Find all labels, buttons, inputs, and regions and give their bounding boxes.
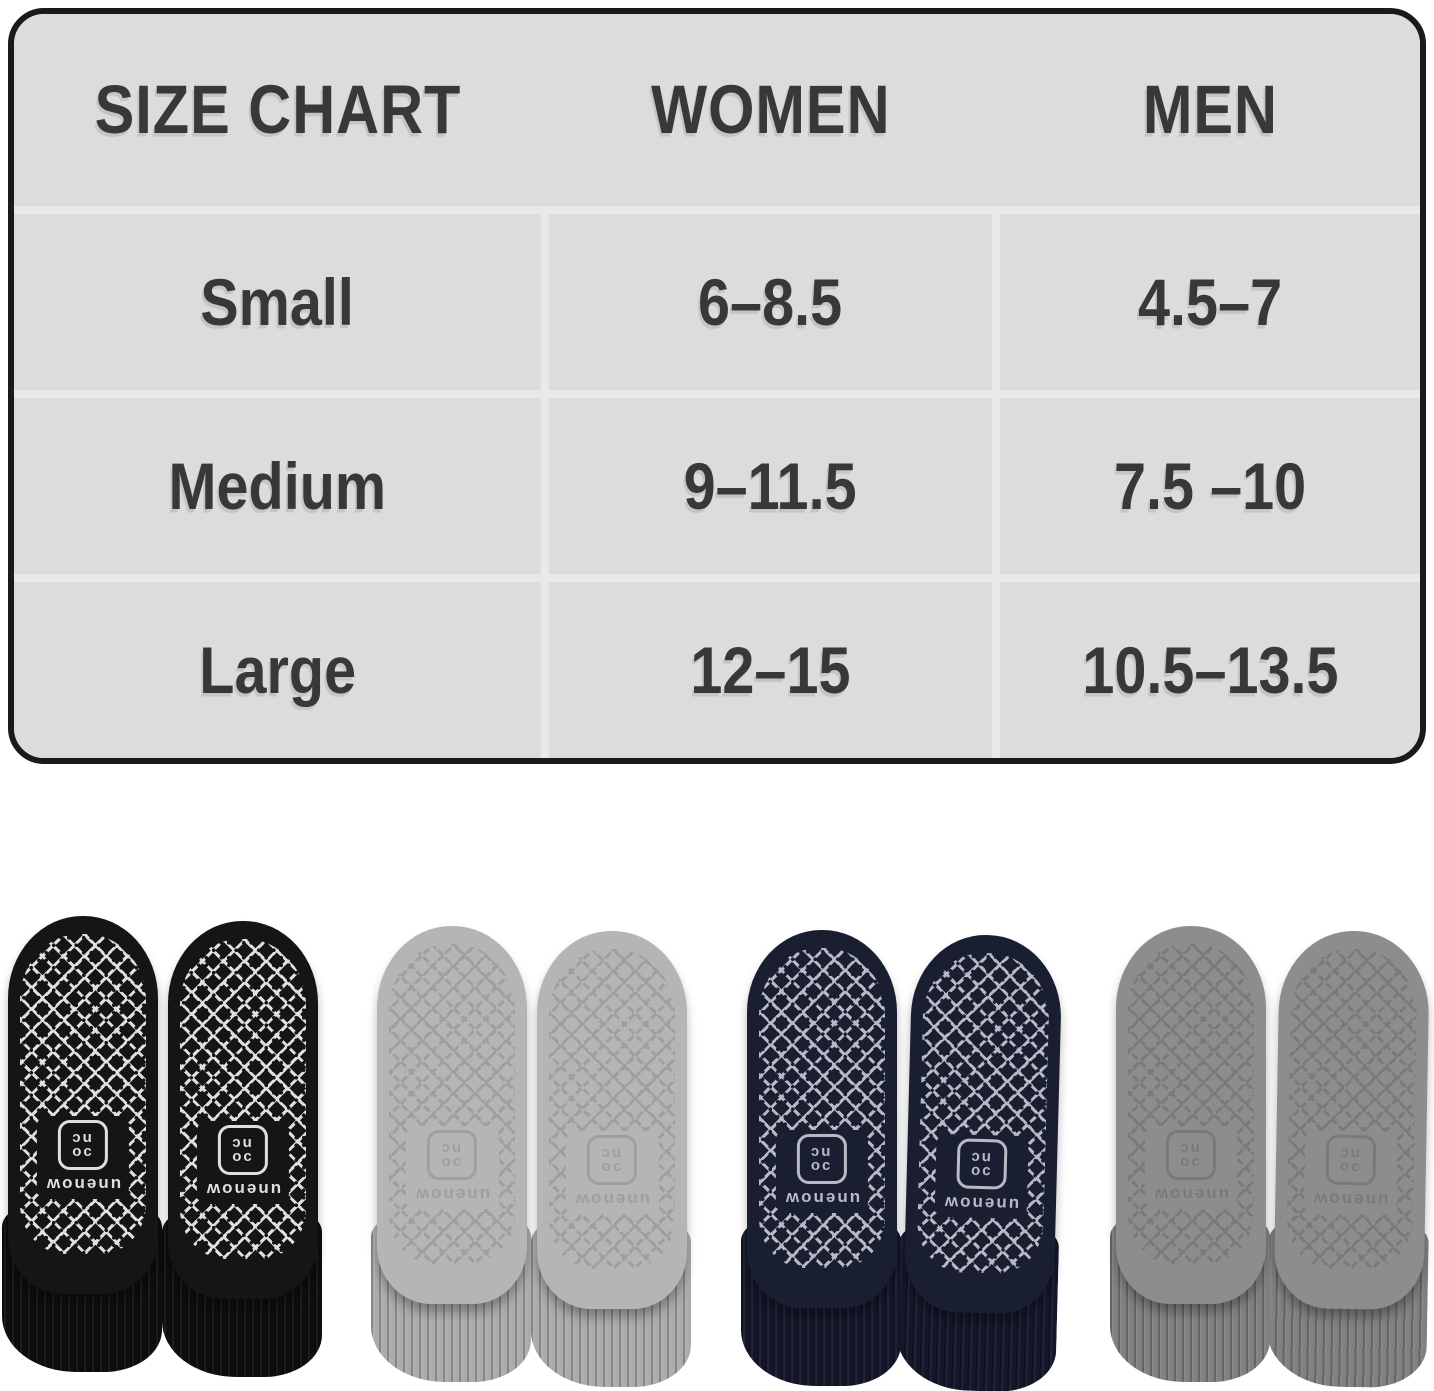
- sock-image-black-left: ɔu oc unenow: [2, 916, 162, 1376]
- large-label: Large: [199, 633, 356, 707]
- sock-image-navy-right: ɔu oc unenow: [894, 933, 1063, 1391]
- brand-logo-icon: ɔu oc: [218, 1125, 268, 1175]
- small-men-value: 4.5–7: [1137, 265, 1283, 339]
- brand-name: unenow: [574, 1190, 651, 1209]
- cell-small-women: 6–8.5: [549, 214, 992, 390]
- cell-medium-women: 9–11.5: [549, 398, 992, 574]
- brand-name: unenow: [414, 1185, 491, 1204]
- header-men: MEN: [1000, 14, 1420, 206]
- brand-logo: ɔu oc unenow: [196, 1121, 290, 1204]
- large-women-value: 12–15: [690, 633, 851, 707]
- medium-women-value: 9–11.5: [683, 449, 858, 523]
- sock-sole: ɔu oc unenow: [1115, 926, 1266, 1304]
- logo-glyph-top: ɔu: [441, 1138, 464, 1156]
- sock-sole: ɔu oc unenow: [537, 931, 688, 1309]
- brand-logo-icon: ɔu oc: [58, 1120, 108, 1170]
- medium-label: Medium: [168, 449, 387, 523]
- logo-glyph-bottom: oc: [232, 1148, 254, 1165]
- logo-glyph-top: ɔu: [232, 1133, 254, 1151]
- brand-logo: ɔu oc unenow: [36, 1116, 130, 1199]
- brand-name: unenow: [44, 1175, 122, 1194]
- logo-glyph-bottom: oc: [970, 1161, 993, 1180]
- size-row-large: Large 12–15 10.5–13.5: [14, 582, 1420, 758]
- brand-logo-icon: ɔu oc: [796, 1134, 847, 1184]
- sock-pair-light-gray: ɔu oc unenow ɔu oc unenow: [371, 926, 692, 1391]
- sock-pair-dark-gray: ɔu oc unenow ɔu oc unenow: [1109, 926, 1430, 1391]
- brand-logo-icon: ɔu oc: [427, 1130, 478, 1180]
- cell-small-size: Small: [14, 214, 541, 390]
- logo-glyph-bottom: oc: [601, 1158, 624, 1175]
- sock-sole: ɔu oc unenow: [746, 930, 897, 1308]
- product-photos: ɔu oc unenow ɔu oc unenow: [0, 916, 1434, 1391]
- logo-glyph-bottom: oc: [810, 1157, 833, 1174]
- logo-glyph-top: ɔu: [810, 1142, 833, 1160]
- brand-name: unenow: [1152, 1185, 1230, 1204]
- sock-sole: ɔu oc unenow: [1273, 929, 1430, 1311]
- brand-logo-icon: ɔu oc: [587, 1135, 638, 1185]
- logo-glyph-bottom: oc: [441, 1153, 464, 1170]
- brand-name: unenow: [204, 1180, 282, 1199]
- cell-large-men: 10.5–13.5: [1000, 582, 1420, 758]
- sock-image-navy-left: ɔu oc unenow: [740, 930, 901, 1390]
- logo-glyph-top: ɔu: [601, 1143, 624, 1161]
- sock-sole: ɔu oc unenow: [902, 933, 1063, 1315]
- size-row-medium: Medium 9–11.5 7.5 –10: [14, 398, 1420, 574]
- logo-glyph-bottom: oc: [72, 1143, 94, 1160]
- brand-logo: ɔu oc unenow: [406, 1126, 499, 1209]
- logo-glyph-bottom: oc: [1180, 1153, 1202, 1170]
- header-women: WOMEN: [549, 14, 992, 206]
- sock-pair-navy: ɔu oc unenow ɔu oc unenow: [740, 930, 1063, 1391]
- brand-logo-icon: ɔu oc: [1165, 1130, 1216, 1180]
- sock-image-dark-gray-left: ɔu oc unenow: [1109, 926, 1270, 1386]
- sock-sole: ɔu oc unenow: [168, 921, 318, 1299]
- logo-glyph-bottom: oc: [1339, 1157, 1362, 1176]
- sock-image-dark-gray-right: ɔu oc unenow: [1266, 929, 1430, 1391]
- brand-name: unenow: [942, 1192, 1019, 1214]
- brand-logo: ɔu oc unenow: [1303, 1130, 1398, 1215]
- cell-large-women: 12–15: [549, 582, 992, 758]
- sock-sole: ɔu oc unenow: [8, 916, 158, 1294]
- size-chart-header-row: SIZE CHART WOMEN MEN: [14, 14, 1420, 206]
- cell-medium-men: 7.5 –10: [1000, 398, 1420, 574]
- small-label: Small: [200, 265, 355, 339]
- size-row-small: Small 6–8.5 4.5–7: [14, 214, 1420, 390]
- medium-men-value: 7.5 –10: [1113, 449, 1307, 523]
- brand-logo-icon: ɔu oc: [1325, 1134, 1377, 1186]
- sock-image-light-gray-right: ɔu oc unenow: [531, 931, 692, 1391]
- logo-glyph-top: ɔu: [72, 1128, 94, 1146]
- logo-glyph-top: ɔu: [1180, 1138, 1202, 1156]
- brand-logo-icon: ɔu oc: [956, 1138, 1008, 1190]
- header-women-label: WOMEN: [650, 72, 891, 148]
- brand-logo: ɔu oc unenow: [775, 1130, 868, 1213]
- cell-medium-size: Medium: [14, 398, 541, 574]
- sock-image-black-right: ɔu oc unenow: [162, 921, 322, 1381]
- size-chart-table: SIZE CHART WOMEN MEN Small 6–8.5 4.5–7 M…: [8, 8, 1426, 764]
- header-size-chart: SIZE CHART: [14, 14, 541, 206]
- brand-logo: ɔu oc unenow: [1144, 1126, 1238, 1209]
- cell-small-men: 4.5–7: [1000, 214, 1420, 390]
- brand-name: unenow: [1312, 1189, 1389, 1210]
- cell-large-size: Large: [14, 582, 541, 758]
- brand-name: unenow: [783, 1189, 860, 1208]
- header-size-chart-label: SIZE CHART: [94, 72, 461, 148]
- sock-sole: ɔu oc unenow: [377, 926, 528, 1304]
- header-men-label: MEN: [1142, 72, 1278, 148]
- brand-logo: ɔu oc unenow: [934, 1133, 1029, 1220]
- small-women-value: 6–8.5: [698, 265, 843, 339]
- brand-logo: ɔu oc unenow: [566, 1131, 659, 1214]
- sock-pair-black: ɔu oc unenow ɔu oc unenow: [2, 916, 322, 1391]
- sock-image-light-gray-left: ɔu oc unenow: [371, 926, 532, 1386]
- large-men-value: 10.5–13.5: [1081, 633, 1339, 707]
